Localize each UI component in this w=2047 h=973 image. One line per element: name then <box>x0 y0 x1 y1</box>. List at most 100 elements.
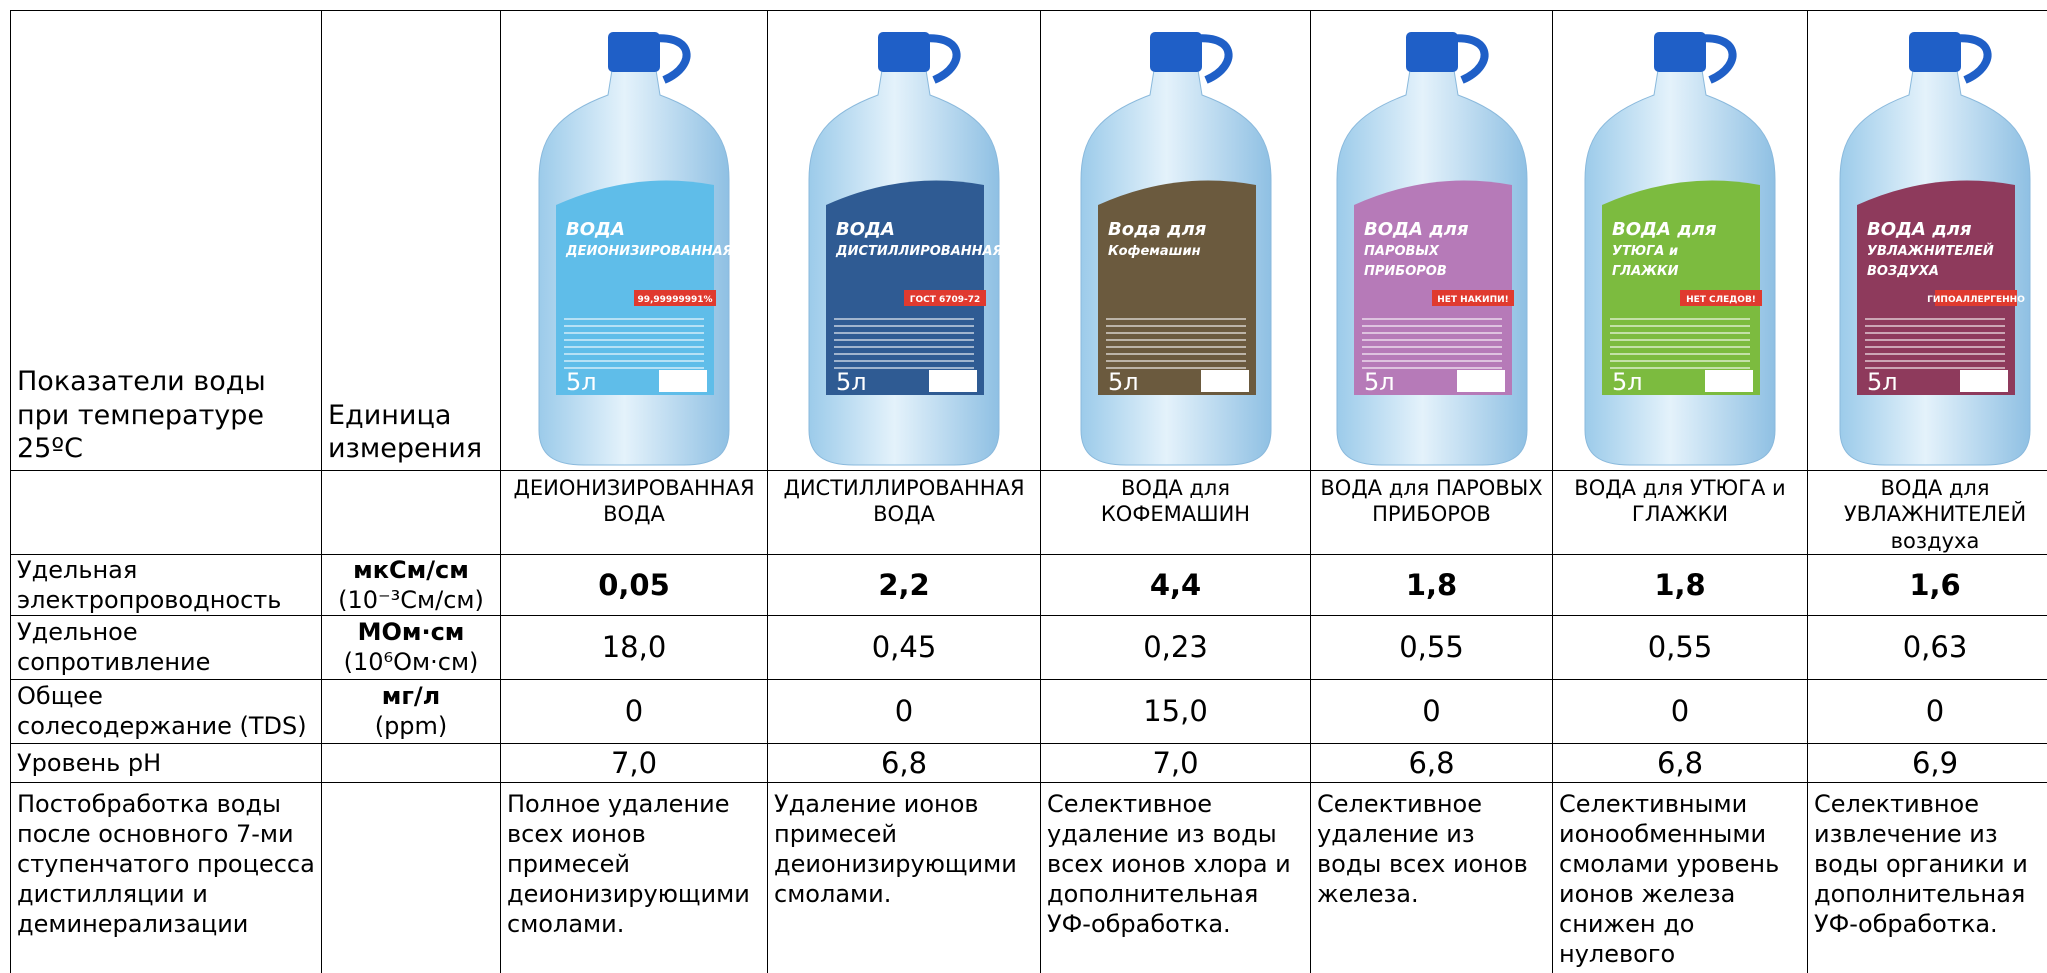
label-text: ВОЗДУХА <box>1867 264 1939 279</box>
table-cell: ВОДА для УТЮГА и ГЛАЖКИ <box>1553 471 1808 555</box>
table-cell: 6,9 <box>1808 743 2047 782</box>
label-fine-print <box>1106 325 1246 327</box>
label-fine-print <box>1362 332 1502 334</box>
label-text: ВОДА для <box>1364 219 1469 240</box>
label-volume: 5л <box>566 368 597 396</box>
table-cell: ВОДАДИСТИЛЛИРОВАННАЯГОСТ 6709-725л <box>768 11 1041 471</box>
label-fine-print <box>834 325 974 327</box>
label-text: Кофемашин <box>1108 244 1201 259</box>
table-cell: 6,8 <box>1311 743 1553 782</box>
label-text: ВОДА для <box>1867 219 1972 240</box>
label-volume: 5л <box>1612 368 1643 396</box>
table-cell: 7,0 <box>501 743 768 782</box>
label-fine-print <box>834 318 974 320</box>
table-cell: МОм·см(10⁶Ом·см) <box>322 615 501 679</box>
table-cell: Селективными ионообменными смолами урове… <box>1553 782 1808 973</box>
label-text: Вода для <box>1108 219 1207 240</box>
label-fine-print <box>1865 332 2005 334</box>
bottle-cap <box>878 32 930 72</box>
label-fine-print <box>1865 360 2005 362</box>
label-fine-print <box>1610 332 1750 334</box>
label-fine-print <box>1106 360 1246 362</box>
table-cell: 0 <box>1311 679 1553 743</box>
label-fine-print <box>1865 353 2005 355</box>
table-cell: ВОДА для УВЛАЖНИТЕЛЕЙ воздуха <box>1808 471 2047 555</box>
unit: мкСм/см <box>328 555 494 585</box>
label-text: ПРИБОРОВ <box>1364 264 1447 279</box>
table-cell: Удаление ионов примесей деионизирующими … <box>768 782 1041 973</box>
table-cell: Полное удаление всех ионов примесей деио… <box>501 782 768 973</box>
label-fine-print <box>1865 339 2005 341</box>
bottle-cap <box>608 32 660 72</box>
label-fine-print <box>1610 346 1750 348</box>
table-cell: Уровень pH <box>11 743 322 782</box>
unit-note: (10⁶Ом·см) <box>328 647 494 677</box>
table-cell: Селективное удаление из воды всех ионов … <box>1041 782 1311 973</box>
label-text: ВОДА <box>566 219 625 240</box>
table-cell: ВОДА для УВЛАЖНИТЕЛЕЙ ВОЗДУХА ГИПОАЛЛЕРГЕНН… <box>1808 11 2047 471</box>
label-badge: НЕТ НАКИПИ! <box>1437 295 1509 305</box>
label-fine-print <box>1362 339 1502 341</box>
table-cell: ВОДА дляПАРОВЫХПРИБОРОВНЕТ НАКИПИ!5л <box>1311 11 1553 471</box>
bottle-image: Вода для Кофемашин 5л <box>1066 20 1286 470</box>
table-cell: 1,6 <box>1808 554 2047 615</box>
label-volume: 5л <box>1108 368 1139 396</box>
label-fine-print <box>1610 353 1750 355</box>
table-cell: 4,4 <box>1041 554 1311 615</box>
barcode <box>1705 370 1753 392</box>
unit-note: (10⁻³См/см) <box>328 585 494 615</box>
table-cell: 18,0 <box>501 615 768 679</box>
label-badge: ГИПОАЛЛЕРГЕННО <box>1927 295 2025 305</box>
table-cell: Общее солесодержание (TDS) <box>11 679 322 743</box>
bottle-label <box>1857 181 2015 396</box>
label-volume: 5л <box>836 368 867 396</box>
bottle-label <box>1602 181 1760 396</box>
label-fine-print <box>1362 353 1502 355</box>
label-fine-print <box>1610 318 1750 320</box>
table-cell: 1,8 <box>1553 554 1808 615</box>
table-cell <box>322 743 501 782</box>
table-row: ДЕИОНИЗИРОВАННАЯ ВОДАДИСТИЛЛИРОВАННАЯ ВО… <box>11 471 2047 555</box>
table-cell: 0 <box>1553 679 1808 743</box>
label-badge: ГОСТ 6709-72 <box>910 295 981 305</box>
label-fine-print <box>564 332 704 334</box>
table-row: Показатели воды при температуре 25ºCЕдин… <box>11 11 2047 471</box>
label-badge: НЕТ СЛЕДОВ! <box>1686 295 1756 305</box>
label-text: ВОДА для <box>1612 219 1717 240</box>
label-fine-print <box>1362 325 1502 327</box>
label-fine-print <box>1106 318 1246 320</box>
table-cell: 15,0 <box>1041 679 1311 743</box>
table-cell: ВОДА для ПАРОВЫХ ПРИБОРОВ <box>1311 471 1553 555</box>
label-text: УВЛАЖНИТЕЛЕЙ <box>1867 243 1994 259</box>
bottle-label <box>1354 181 1512 396</box>
unit-note: (ppm) <box>328 711 494 741</box>
unit: МОм·см <box>328 617 494 647</box>
label-text: ДЕИОНИЗИРОВАННАЯ <box>565 244 733 259</box>
label-fine-print <box>834 346 974 348</box>
table-row: Постобработка воды после основного 7-ми … <box>11 782 2047 973</box>
label-fine-print <box>834 353 974 355</box>
label-fine-print <box>1106 332 1246 334</box>
label-fine-print <box>1865 346 2005 348</box>
table-cell: 0,23 <box>1041 615 1311 679</box>
label-text: ПАРОВЫХ <box>1364 244 1440 259</box>
table-cell: ВОДА для КОФЕМАШИН <box>1041 471 1311 555</box>
table-cell: 1,8 <box>1311 554 1553 615</box>
table-cell <box>322 782 501 973</box>
bottle-label <box>556 181 714 396</box>
label-fine-print <box>1362 318 1502 320</box>
label-fine-print <box>1362 346 1502 348</box>
table-cell: мкСм/см(10⁻³См/см) <box>322 554 501 615</box>
table-cell: 0,63 <box>1808 615 2047 679</box>
label-fine-print <box>1106 353 1246 355</box>
barcode <box>929 370 977 392</box>
label-fine-print <box>1106 339 1246 341</box>
bottle-cap <box>1654 32 1706 72</box>
label-fine-print <box>1865 318 2005 320</box>
